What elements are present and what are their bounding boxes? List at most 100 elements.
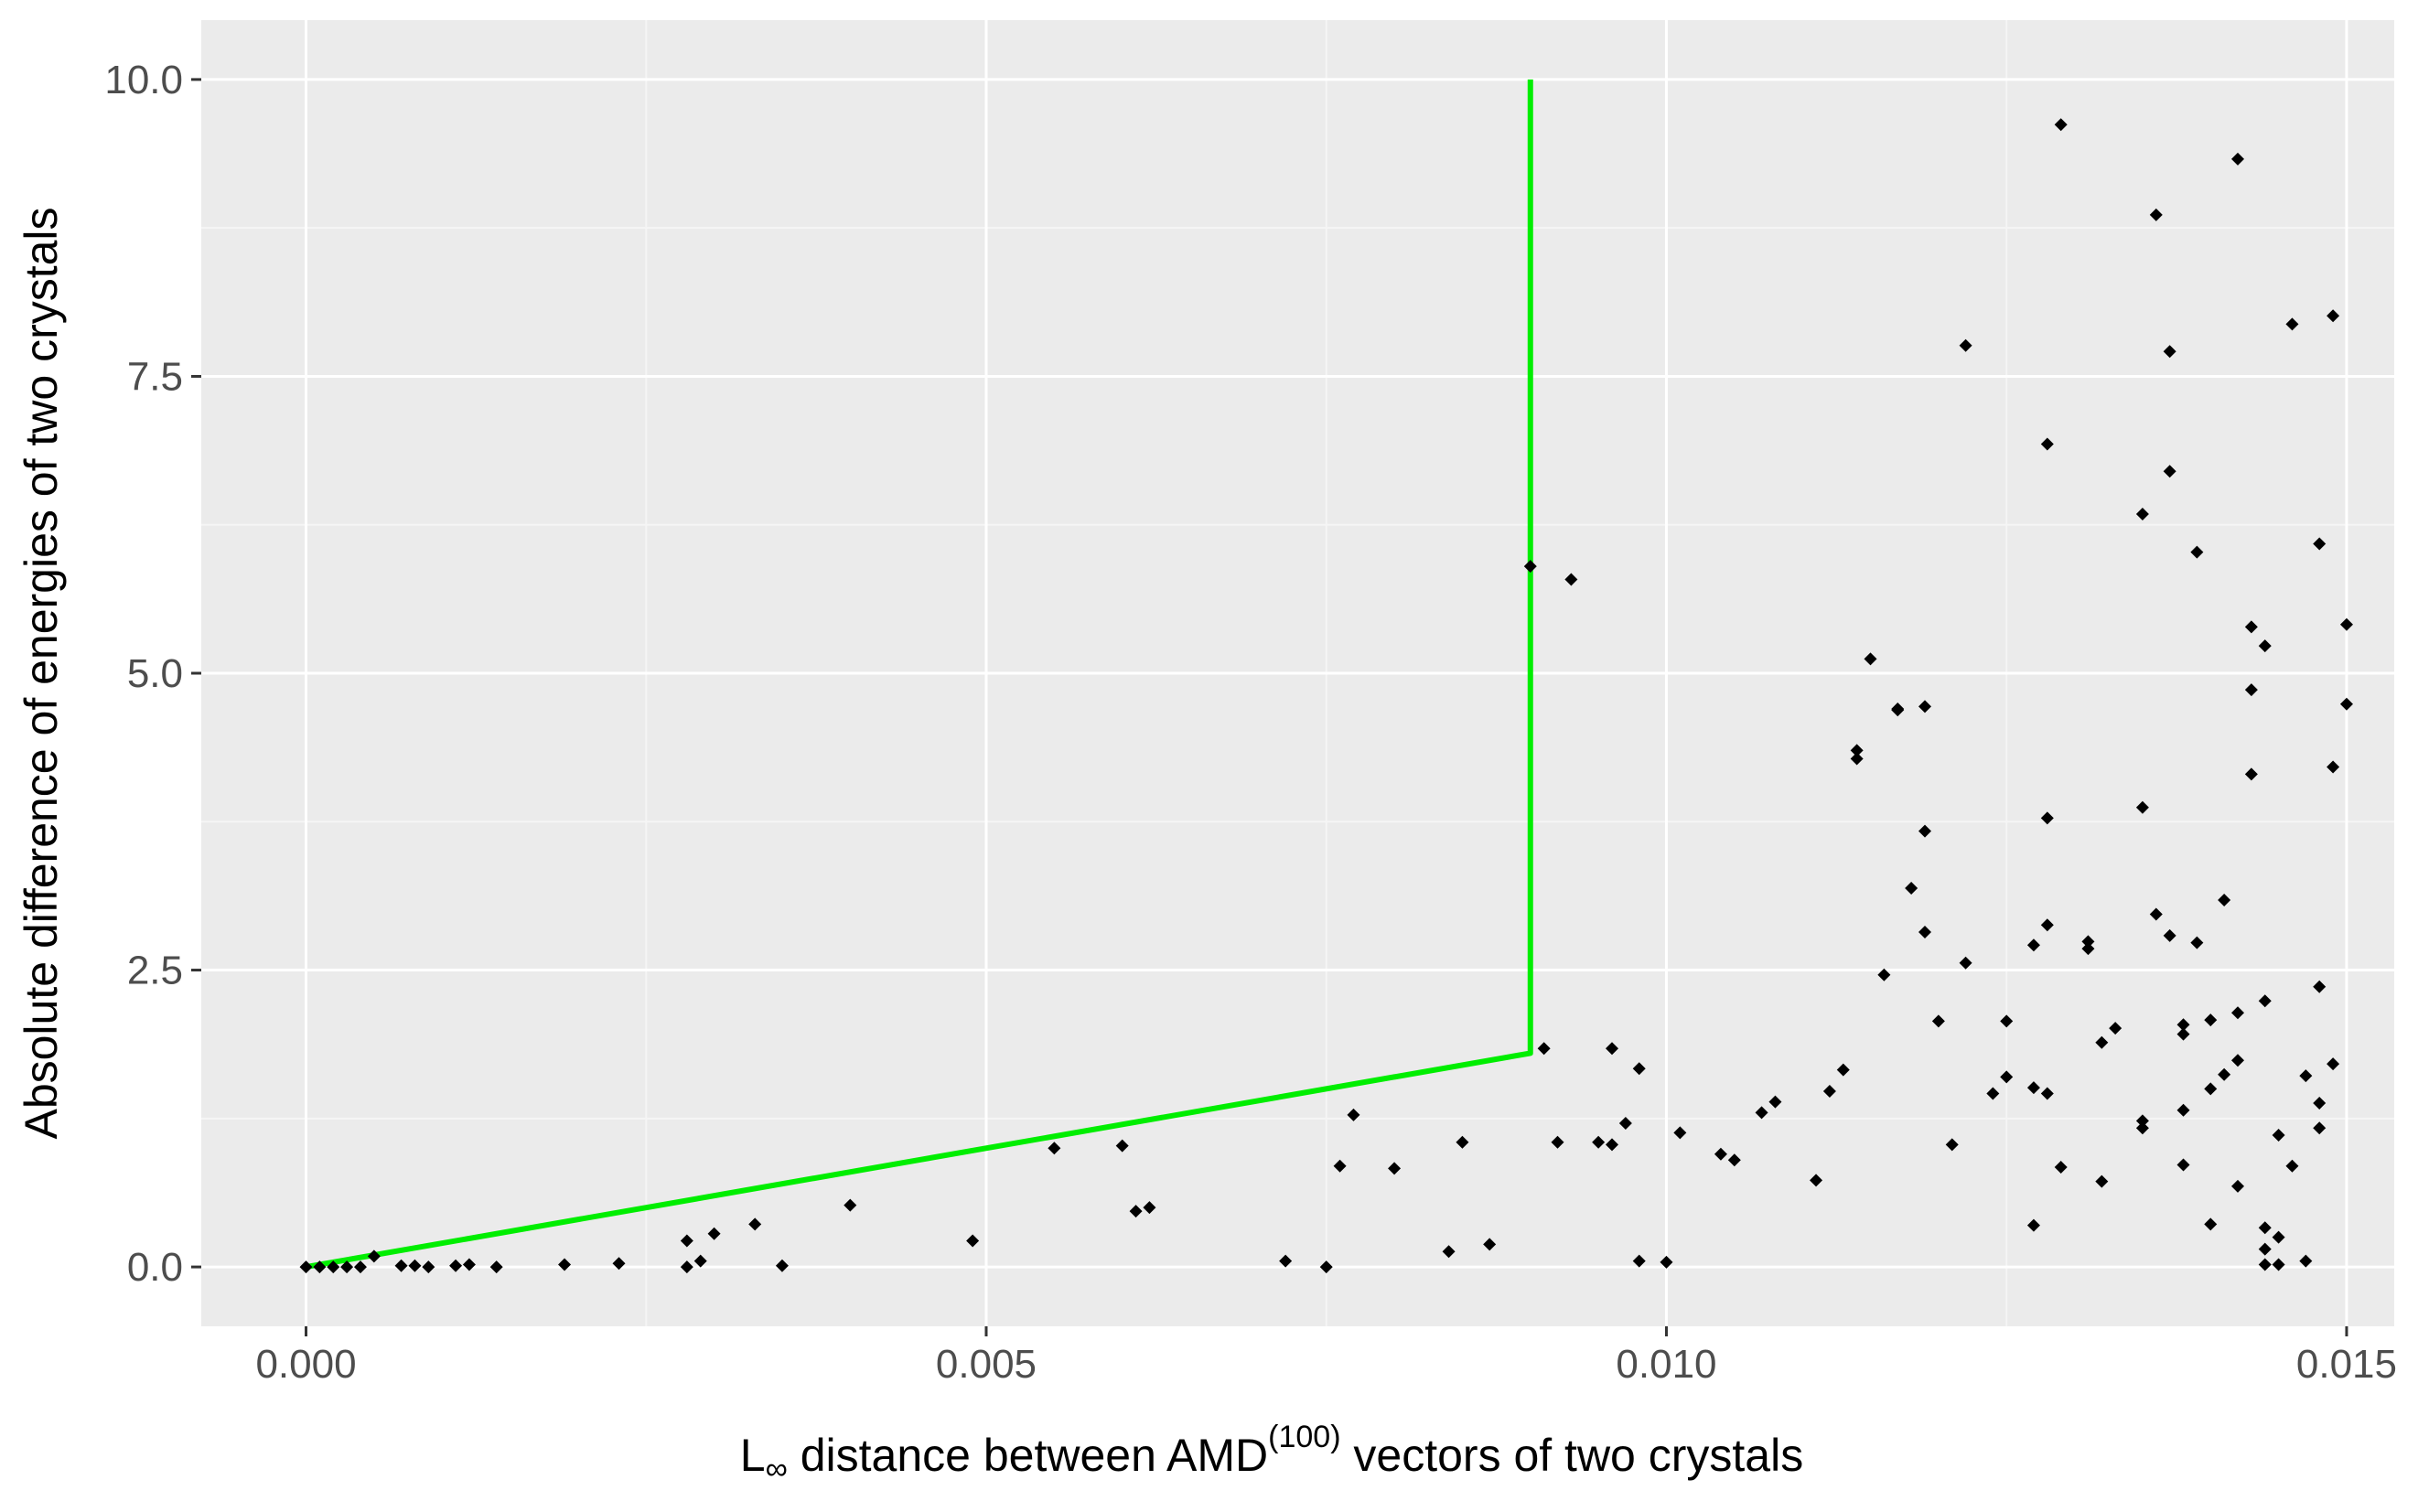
data-point	[1632, 1062, 1646, 1076]
data-point	[2176, 1158, 2190, 1172]
data-point	[1864, 652, 1877, 666]
data-point	[2230, 1006, 2244, 1020]
data-point	[449, 1259, 463, 1272]
data-point	[1143, 1201, 1156, 1215]
data-point	[2313, 1096, 2327, 1110]
y-tick-label: 2.5	[127, 949, 183, 993]
data-point	[1129, 1205, 1143, 1218]
data-point	[1564, 573, 1578, 586]
data-point	[2230, 1179, 2244, 1193]
data-point	[2313, 980, 2327, 993]
data-point	[2000, 1070, 2014, 1084]
data-point	[1986, 1087, 2000, 1100]
data-point	[2244, 767, 2258, 781]
data-point	[1048, 1142, 1061, 1155]
data-point	[299, 1260, 313, 1274]
x-axis-title-suffix: vectors of two crystals	[1341, 1430, 1804, 1481]
x-axis-title: L∞ distance between AMD(100) vectors of …	[740, 1420, 1803, 1486]
data-point	[1388, 1162, 1402, 1175]
data-point	[2313, 537, 2327, 551]
data-point	[1877, 968, 1891, 981]
data-point	[2327, 1057, 2340, 1071]
data-point	[2163, 465, 2176, 478]
data-point	[2026, 1218, 2040, 1232]
data-point	[1918, 926, 1931, 939]
data-point	[2285, 317, 2299, 331]
data-point	[1660, 1255, 1673, 1269]
data-point	[1945, 1138, 1959, 1152]
data-point	[2258, 994, 2272, 1008]
data-point	[1905, 881, 1918, 895]
data-point	[2026, 1081, 2040, 1095]
data-point	[2054, 118, 2068, 132]
y-axis-title: Absolute difference of energies of two c…	[16, 207, 67, 1139]
data-point	[1483, 1238, 1497, 1251]
data-point	[1347, 1108, 1360, 1121]
data-point	[1727, 1153, 1741, 1167]
data-point	[1918, 824, 1931, 838]
data-point	[2230, 152, 2244, 166]
x-tick-label: 0.010	[1616, 1342, 1716, 1387]
data-point	[2339, 617, 2353, 631]
data-point	[2244, 620, 2258, 634]
data-point	[680, 1234, 693, 1248]
y-tick-label: 10.0	[104, 58, 183, 102]
data-point	[707, 1227, 721, 1240]
data-point	[1618, 1117, 1632, 1131]
data-point	[2204, 1217, 2218, 1231]
data-point	[2135, 800, 2149, 814]
data-point	[1850, 752, 1864, 766]
data-point	[2244, 683, 2258, 697]
x-axis-title-subscript: ∞	[766, 1452, 788, 1486]
data-point	[2204, 1082, 2218, 1096]
data-point	[1836, 1063, 1850, 1077]
data-point	[2272, 1230, 2285, 1244]
data-point	[489, 1260, 503, 1274]
data-point	[2149, 907, 2163, 921]
data-point	[1918, 700, 1931, 713]
data-point	[2299, 1069, 2313, 1083]
data-point	[2163, 345, 2176, 359]
data-point	[2285, 1159, 2299, 1173]
data-point	[2176, 1018, 2190, 1032]
data-point	[2258, 1221, 2272, 1235]
data-point	[2272, 1128, 2285, 1142]
data-point	[2095, 1035, 2109, 1049]
data-point	[2327, 760, 2340, 774]
data-point	[2176, 1027, 2190, 1041]
boundary-line	[305, 79, 1533, 1271]
data-point	[2135, 1114, 2149, 1128]
data-point	[1822, 1084, 1836, 1098]
data-point	[2190, 545, 2204, 559]
data-point	[1714, 1147, 1727, 1161]
data-point	[2135, 1121, 2149, 1135]
data-point	[2190, 936, 2204, 949]
x-axis-title-superscript: (100)	[1268, 1420, 1340, 1454]
data-point	[2149, 208, 2163, 221]
x-tick-label: 0.015	[2296, 1342, 2397, 1387]
data-point	[966, 1234, 980, 1248]
data-point	[1810, 1174, 1823, 1187]
x-axis-title-middle: distance between AMD	[788, 1430, 1268, 1481]
data-point	[844, 1198, 857, 1212]
data-point	[2040, 1087, 2054, 1100]
data-point	[2313, 1121, 2327, 1135]
data-point	[1768, 1095, 1782, 1109]
data-point	[2339, 697, 2353, 711]
data-point	[1115, 1139, 1129, 1153]
x-axis-title-prefix: L	[740, 1430, 766, 1481]
data-point	[2258, 1258, 2272, 1271]
data-point	[2204, 1013, 2218, 1027]
data-point	[2054, 1161, 2068, 1174]
y-tick-label: 7.5	[127, 354, 183, 399]
data-point	[408, 1259, 422, 1272]
y-tick-label: 0.0	[127, 1245, 183, 1290]
data-point	[2258, 639, 2272, 653]
x-tick-labels: 0.000 0.005 0.010 0.015	[255, 1342, 2397, 1387]
data-point	[612, 1257, 626, 1271]
data-point	[2163, 928, 2176, 942]
data-point	[2040, 918, 2054, 932]
data-point	[1632, 1254, 1646, 1268]
data-point	[2040, 811, 2054, 825]
